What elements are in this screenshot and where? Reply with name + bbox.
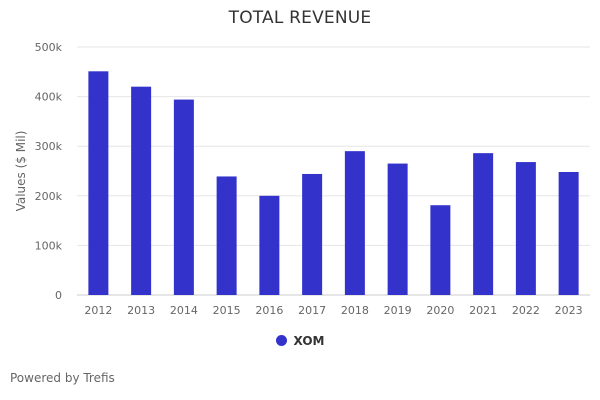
x-tick-label: 2015 xyxy=(213,304,241,317)
powered-by-credit: Powered by Trefis xyxy=(10,371,115,385)
x-tick-label: 2021 xyxy=(469,304,497,317)
bar-2019[interactable] xyxy=(387,163,408,295)
bar-2017[interactable] xyxy=(302,173,323,295)
x-tick-label: 2012 xyxy=(84,304,112,317)
y-tick-label: 200k xyxy=(35,190,63,203)
x-tick-label: 2018 xyxy=(341,304,369,317)
bar-2014[interactable] xyxy=(173,99,194,296)
bar-2012[interactable] xyxy=(88,71,109,295)
y-tick-label: 400k xyxy=(35,91,63,104)
bar-2013[interactable] xyxy=(131,86,152,296)
x-tick-label: 2022 xyxy=(512,304,540,317)
bar-2018[interactable] xyxy=(344,151,365,295)
bar-2016[interactable] xyxy=(259,195,280,295)
x-axis-ticks: 2012 2013 2014 2015 2016 2017 2018 2019 2020 2021… xyxy=(84,304,582,317)
y-axis-ticks: 0 100k 200k 300k 400k 500k xyxy=(35,41,63,302)
y-tick-label: 100k xyxy=(35,239,63,252)
y-axis-label: Values ($ Mil) xyxy=(14,131,28,212)
x-tick-label: 2017 xyxy=(298,304,326,317)
bar-series xyxy=(88,71,579,296)
y-tick-label: 300k xyxy=(35,140,63,153)
gridlines xyxy=(77,46,590,296)
bar-2023[interactable] xyxy=(558,171,579,295)
legend-label: XOM xyxy=(293,334,325,348)
chart-title: TOTAL REVENUE xyxy=(228,8,372,28)
legend-marker xyxy=(275,335,287,346)
bar-2020[interactable] xyxy=(430,205,451,295)
y-tick-label: 0 xyxy=(55,289,62,302)
x-tick-label: 2019 xyxy=(384,304,412,317)
x-tick-label: 2020 xyxy=(426,304,454,317)
bar-2015[interactable] xyxy=(216,176,237,295)
x-tick-label: 2016 xyxy=(255,304,283,317)
legend[interactable]: XOM xyxy=(0,334,600,348)
bar-2021[interactable] xyxy=(473,153,494,295)
x-tick-label: 2023 xyxy=(555,304,583,317)
bar-2022[interactable] xyxy=(515,162,536,295)
x-tick-label: 2013 xyxy=(127,304,155,317)
x-tick-label: 2014 xyxy=(170,304,198,317)
y-tick-label: 500k xyxy=(35,41,63,54)
